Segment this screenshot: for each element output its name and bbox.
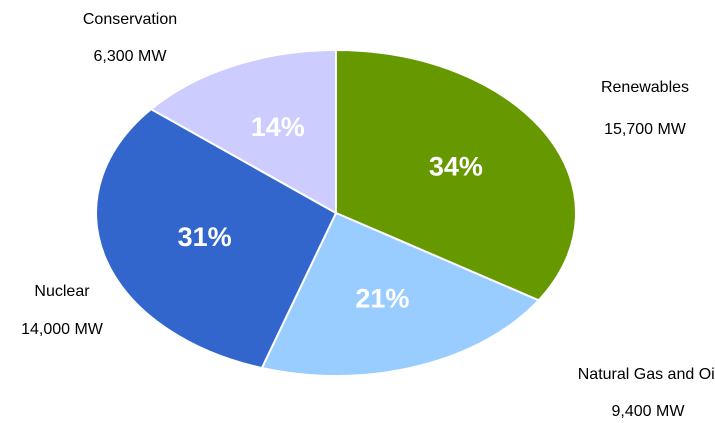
percent-label: 21% bbox=[355, 284, 409, 314]
pie-slice bbox=[260, 211, 541, 377]
category-label: Natural Gas and Oil bbox=[578, 366, 715, 383]
percent-label: 14% bbox=[251, 112, 305, 142]
category-label: Conservation bbox=[83, 11, 177, 28]
capacity-label: 9,400 MW bbox=[612, 403, 686, 420]
capacity-label: 14,000 MW bbox=[21, 321, 104, 338]
capacity-label: 15,700 MW bbox=[604, 121, 687, 138]
pie-slice bbox=[149, 48, 337, 215]
pie-slice bbox=[95, 107, 338, 370]
capacity-label: 6,300 MW bbox=[94, 48, 168, 65]
pie-slice bbox=[335, 48, 577, 302]
category-label: Nuclear bbox=[34, 283, 90, 300]
percent-label: 31% bbox=[178, 222, 232, 252]
percent-label: 34% bbox=[429, 151, 483, 181]
category-label: Renewables bbox=[601, 79, 689, 96]
